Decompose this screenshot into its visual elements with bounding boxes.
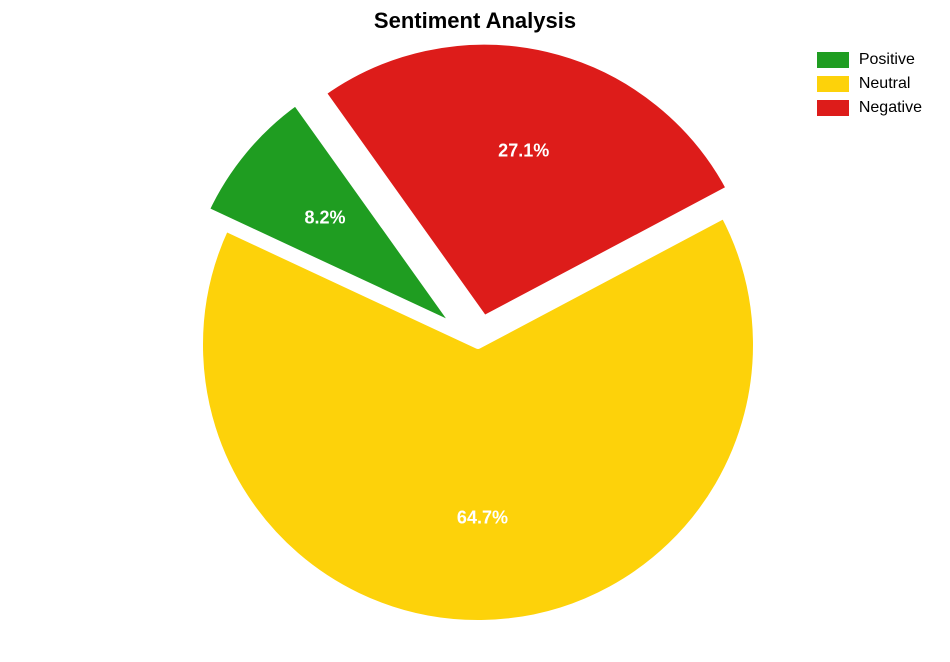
legend-swatch-neutral — [817, 76, 849, 92]
slice-label-negative: 27.1% — [498, 141, 549, 162]
pie-slices — [199, 41, 757, 624]
legend-swatch-negative — [817, 100, 849, 116]
legend-item-negative: Negative — [817, 96, 922, 120]
pie-chart — [0, 0, 950, 662]
legend-label: Positive — [859, 51, 915, 69]
legend-label: Neutral — [859, 75, 911, 93]
legend-swatch-positive — [817, 52, 849, 68]
legend-label: Negative — [859, 99, 922, 117]
legend: Positive Neutral Negative — [817, 48, 922, 120]
slice-label-positive: 8.2% — [304, 207, 345, 228]
legend-item-positive: Positive — [817, 48, 922, 72]
legend-item-neutral: Neutral — [817, 72, 922, 96]
slice-label-neutral: 64.7% — [457, 507, 508, 528]
chart-container: Sentiment Analysis 27.1%64.7%8.2% Positi… — [0, 0, 950, 662]
